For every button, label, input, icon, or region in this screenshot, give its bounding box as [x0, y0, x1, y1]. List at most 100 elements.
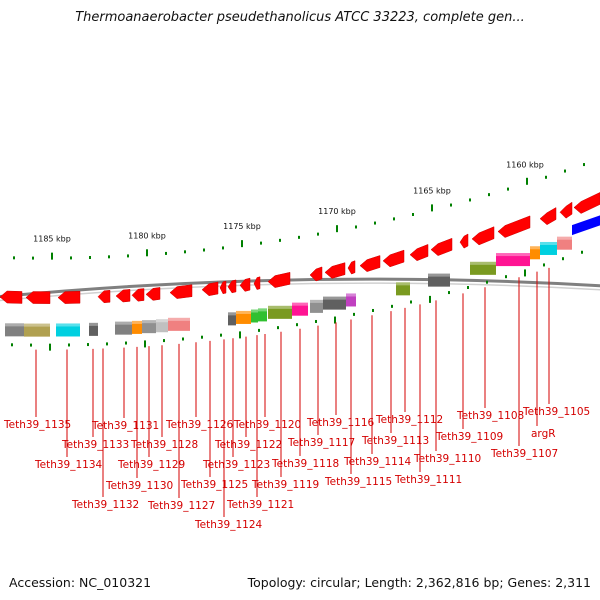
- domain-block-highlight: [168, 317, 190, 321]
- leader-lines: [35, 267, 550, 517]
- domain-block: [168, 317, 190, 331]
- domain-block-highlight: [428, 273, 450, 277]
- mini-ticks: [11, 250, 583, 351]
- ruler-labels: 1185 kbp 1180 kbp 1175 kbp 1170 kbp 1165 kbp…: [33, 160, 544, 243]
- domain-block: [292, 302, 308, 316]
- domain-block: [268, 305, 292, 319]
- gene-label[interactable]: Teth39_1123: [202, 459, 270, 471]
- gene-arrow: [382, 249, 405, 268]
- gene-arrow: [471, 226, 495, 246]
- domain-block-highlight: [530, 246, 540, 250]
- gene-label[interactable]: Teth39_1112: [375, 414, 443, 426]
- gene-arrow: [309, 266, 323, 282]
- domain-block: [530, 246, 540, 260]
- gene-label[interactable]: Teth39_1117: [287, 437, 355, 449]
- gene-label[interactable]: Teth39_1105: [522, 406, 590, 418]
- domain-block: [132, 320, 142, 334]
- domain-block-highlight: [251, 309, 258, 313]
- gene-label[interactable]: Teth39_1116: [306, 417, 375, 429]
- domain-block-highlight: [346, 293, 356, 297]
- gene-label[interactable]: Teth39_1132: [71, 499, 139, 511]
- gene-label[interactable]: Teth39_1121: [226, 499, 294, 511]
- gene-arrows: [0, 192, 600, 304]
- domain-block: [228, 312, 236, 326]
- domain-block-highlight: [115, 321, 132, 325]
- gene-arrow: [145, 287, 161, 301]
- domain-block: [236, 310, 251, 324]
- gene-label[interactable]: Teth39_1133: [61, 439, 129, 451]
- gene-label[interactable]: Teth39_1118: [271, 458, 339, 470]
- domain-block: [258, 308, 267, 322]
- gene-label[interactable]: Teth39_1109: [435, 431, 503, 443]
- gene-label[interactable]: Teth39_1108: [456, 410, 524, 422]
- gene-label[interactable]: Teth39_1124: [194, 519, 263, 531]
- domain-block-highlight: [258, 308, 267, 312]
- domain-block-highlight: [540, 241, 557, 245]
- domain-block-highlight: [268, 305, 292, 309]
- gene-label[interactable]: Teth39_1128: [130, 439, 198, 451]
- gene-arrow: [169, 284, 193, 299]
- domain-block: [156, 319, 168, 333]
- domain-block-highlight: [323, 296, 346, 300]
- gene-label[interactable]: Teth39_1131: [91, 420, 159, 432]
- genome-backbone: [0, 277, 600, 299]
- gene-label[interactable]: Teth39_1110: [413, 453, 481, 465]
- gene-arrow: [253, 276, 261, 290]
- gene-label[interactable]: Teth39_1115: [324, 476, 392, 488]
- gene-arrow: [227, 279, 237, 294]
- map-title: Thermoanaerobacter pseudethanolicus ATCC…: [75, 10, 525, 25]
- ruler-ticks: [13, 163, 585, 260]
- topology-text: Topology: circular; Length: 2,362,816 bp…: [247, 575, 591, 590]
- gene-arrow-blue: [572, 215, 600, 236]
- domain-block: [251, 309, 258, 323]
- gene-arrow: [25, 291, 51, 304]
- gene-label[interactable]: Teth39_1114: [343, 456, 412, 468]
- domain-block: [396, 282, 410, 296]
- gene-label[interactable]: Teth39_1125: [180, 479, 248, 491]
- gene-arrow: [239, 277, 251, 292]
- gene-label[interactable]: Teth39_1126: [165, 419, 234, 431]
- domain-block-highlight: [142, 320, 156, 324]
- domain-block-highlight: [496, 253, 530, 257]
- domain-block-highlight: [156, 319, 168, 323]
- gene-label[interactable]: Teth39_1122: [214, 439, 282, 451]
- domain-block-highlight: [228, 312, 236, 316]
- domain-block: [115, 321, 132, 335]
- domain-block-highlight: [5, 323, 24, 327]
- gene-label[interactable]: Teth39_1107: [490, 448, 558, 460]
- domain-block: [24, 323, 50, 337]
- gene-arrow: [219, 280, 227, 295]
- gene-label[interactable]: argR: [531, 428, 556, 440]
- domain-block-highlight: [236, 310, 251, 314]
- gene-label[interactable]: Teth39_1113: [361, 435, 429, 447]
- ruler-label: 1160 kbp: [506, 160, 544, 169]
- gene-arrow: [497, 215, 531, 238]
- domain-block: [5, 323, 24, 337]
- gene-label[interactable]: Teth39_1111: [394, 474, 462, 486]
- domain-block: [89, 322, 98, 336]
- domain-block-highlight: [470, 261, 496, 265]
- gene-label[interactable]: Teth39_1119: [251, 479, 319, 491]
- gene-arrow: [347, 260, 356, 275]
- gene-arrow: [539, 207, 557, 226]
- gene-label[interactable]: Teth39_1135: [3, 419, 71, 431]
- domain-block: [310, 299, 323, 313]
- domain-block: [346, 293, 356, 307]
- domain-block: [142, 320, 156, 334]
- domain-block-highlight: [132, 320, 142, 324]
- domain-block: [428, 273, 450, 287]
- domain-block: [470, 261, 496, 275]
- domain-block: [323, 296, 346, 310]
- gene-arrow: [559, 201, 573, 219]
- gene-arrow: [409, 244, 429, 262]
- gene-arrow: [573, 192, 600, 214]
- gene-label[interactable]: Teth39_1134: [34, 459, 103, 471]
- gene-label[interactable]: Teth39_1127: [147, 500, 215, 512]
- gene-label[interactable]: Teth39_1120: [233, 419, 301, 431]
- gene-label[interactable]: Teth39_1130: [105, 480, 173, 492]
- gene-label[interactable]: Teth39_1129: [117, 459, 185, 471]
- domain-block-highlight: [396, 282, 410, 286]
- domain-block: [496, 253, 530, 267]
- domain-block-highlight: [89, 322, 98, 326]
